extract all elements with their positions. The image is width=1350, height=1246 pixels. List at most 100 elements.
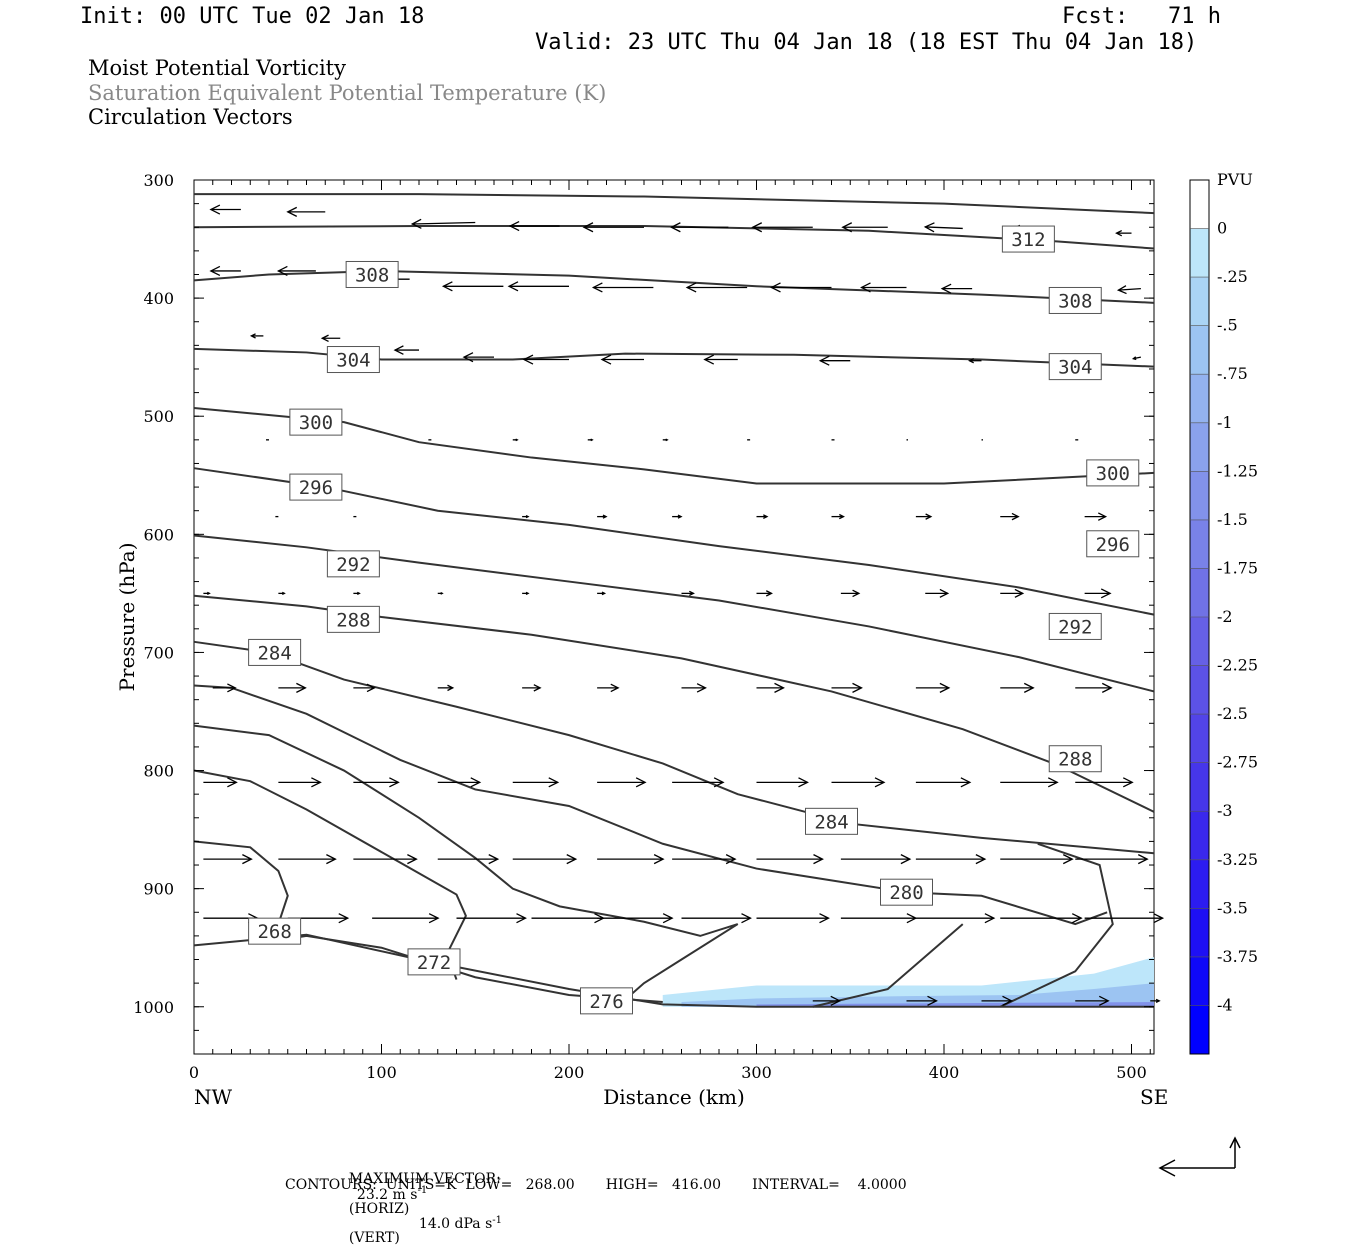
circulation-vector	[1084, 913, 1165, 924]
colorbar-swatch	[1190, 665, 1209, 715]
max-vert-value: 14.0 dPa s	[418, 1216, 493, 1233]
x-tick-label: 300	[741, 1063, 772, 1082]
x-tick-label: 200	[554, 1063, 585, 1082]
circulation-vector	[456, 913, 527, 924]
circulation-vector	[278, 854, 337, 865]
svg-text:304: 304	[1058, 357, 1092, 379]
circulation-vector	[531, 913, 605, 924]
contour-label-304-0: 304	[326, 346, 380, 374]
circulation-vector	[1000, 512, 1020, 521]
x-tick-label: 500	[1116, 1063, 1147, 1082]
svg-text:280: 280	[889, 882, 923, 904]
circulation-vector	[597, 854, 665, 865]
valid-time: Valid: 23 UTC Thu 04 Jan 18 (18 EST Thu …	[535, 30, 1198, 55]
contour-label-300-0: 300	[289, 408, 343, 436]
circulation-vector	[286, 206, 326, 217]
x-tick-label: 100	[366, 1063, 397, 1082]
colorbar-swatch	[1190, 811, 1209, 861]
circulation-vector	[672, 514, 683, 519]
circulation-vector	[353, 777, 400, 788]
x-tick-label: 0	[189, 1063, 199, 1082]
circulation-vector	[1000, 777, 1059, 788]
circulation-vector	[751, 222, 813, 233]
colorbar-label: -1.75	[1217, 558, 1258, 577]
circulation-vector	[915, 913, 996, 924]
contour-label-300-1: 300	[1086, 459, 1140, 487]
colorbar-swatch	[1190, 519, 1209, 569]
circulation-vector	[981, 995, 1013, 1006]
svg-text:300: 300	[299, 412, 333, 434]
theta-es-contour-272	[193, 769, 467, 980]
circulation-vector	[203, 777, 238, 788]
contour-label-280-0: 280	[880, 878, 933, 906]
theta-es-contour-308	[193, 269, 1155, 304]
circulation-vector	[353, 854, 418, 865]
svg-text:284: 284	[257, 642, 291, 664]
theta-es-contour-312	[194, 193, 1155, 215]
circulation-vector	[1000, 854, 1074, 865]
circulation-vector	[462, 352, 494, 363]
circulation-vector	[209, 204, 241, 215]
svg-text:308: 308	[1058, 290, 1092, 312]
colorbar: PVU 0 -.25 -.5 -.75 -1 -1.25 -1.5 -1.75 -2 -2.25 -2…	[1189, 170, 1258, 1055]
circulation-vector	[1000, 682, 1035, 693]
y-tick-label: 700	[143, 643, 174, 662]
colorbar-label: -.75	[1217, 364, 1248, 383]
circulation-vector	[756, 777, 809, 788]
circulation-vector	[512, 777, 560, 788]
colorbar-label: -3	[1217, 801, 1233, 820]
y-axis-title: Pressure (hPa)	[115, 543, 139, 692]
circulation-vector	[512, 438, 519, 442]
x-left-end-label: NW	[194, 1085, 233, 1109]
colorbar-label: -3.5	[1217, 898, 1248, 917]
colorbar-label: -1.25	[1217, 461, 1258, 480]
colorbar-label: -1.5	[1217, 510, 1248, 529]
circulation-vector	[915, 854, 987, 865]
colorbar-swatch	[1190, 422, 1209, 472]
circulation-vector	[1150, 998, 1161, 1004]
colorbar-label: -.5	[1217, 316, 1238, 335]
x-right-end-label: SE	[1140, 1085, 1168, 1109]
y-tick-label: 1000	[133, 998, 174, 1017]
circulation-vector	[906, 995, 938, 1006]
contour-label-292-1: 292	[1048, 612, 1102, 640]
contour-label-296-0: 296	[289, 473, 343, 501]
svg-text:268: 268	[257, 921, 291, 943]
init-time: Init: 00 UTC Tue 02 Jan 18	[80, 4, 425, 29]
circulation-vector	[1084, 588, 1112, 599]
circulation-vector	[662, 438, 669, 442]
contours-info: CONTOURS: UNITS=K LOW= 268.00 HIGH= 416.…	[285, 1177, 907, 1193]
circulation-vector	[840, 854, 912, 865]
y-tick-label: 600	[143, 525, 174, 544]
circulation-vector	[685, 282, 748, 293]
svg-text:288: 288	[1058, 749, 1092, 771]
circulation-vector	[1075, 777, 1134, 788]
colorbar-swatch	[1190, 617, 1209, 667]
circulation-vector	[681, 913, 752, 924]
contour-label-layer: 312 308 308 304 304 300 300 296 296 292 292 288 288 2…	[248, 225, 1140, 1015]
circulation-vector	[249, 333, 264, 339]
circulation-vector	[770, 282, 832, 293]
circulation-vector	[672, 777, 725, 788]
svg-text:292: 292	[336, 554, 370, 576]
circulation-vector	[522, 684, 542, 692]
theta-es-contour-layer	[193, 193, 1155, 1008]
circulation-vector	[441, 281, 504, 292]
contour-label-288-0: 288	[326, 605, 380, 633]
colorbar-swatch	[1190, 714, 1209, 764]
circulation-vector	[278, 682, 307, 693]
circulation-vector	[597, 777, 647, 788]
colorbar-label: -.25	[1217, 267, 1248, 286]
colorbar-swatch	[1190, 277, 1209, 327]
circulation-vector	[522, 514, 530, 519]
colorbar-label: -2.5	[1217, 704, 1248, 723]
circulation-vector	[203, 591, 211, 596]
circulation-vector	[522, 354, 569, 365]
theta-es-contour-280	[193, 684, 1108, 926]
circulation-vector	[756, 913, 830, 924]
circulation-vector	[591, 282, 654, 293]
svg-text:296: 296	[1096, 534, 1130, 556]
circulation-vector	[278, 777, 322, 788]
colorbar-swatch	[1190, 180, 1209, 230]
y-tick-label: 400	[143, 289, 174, 308]
